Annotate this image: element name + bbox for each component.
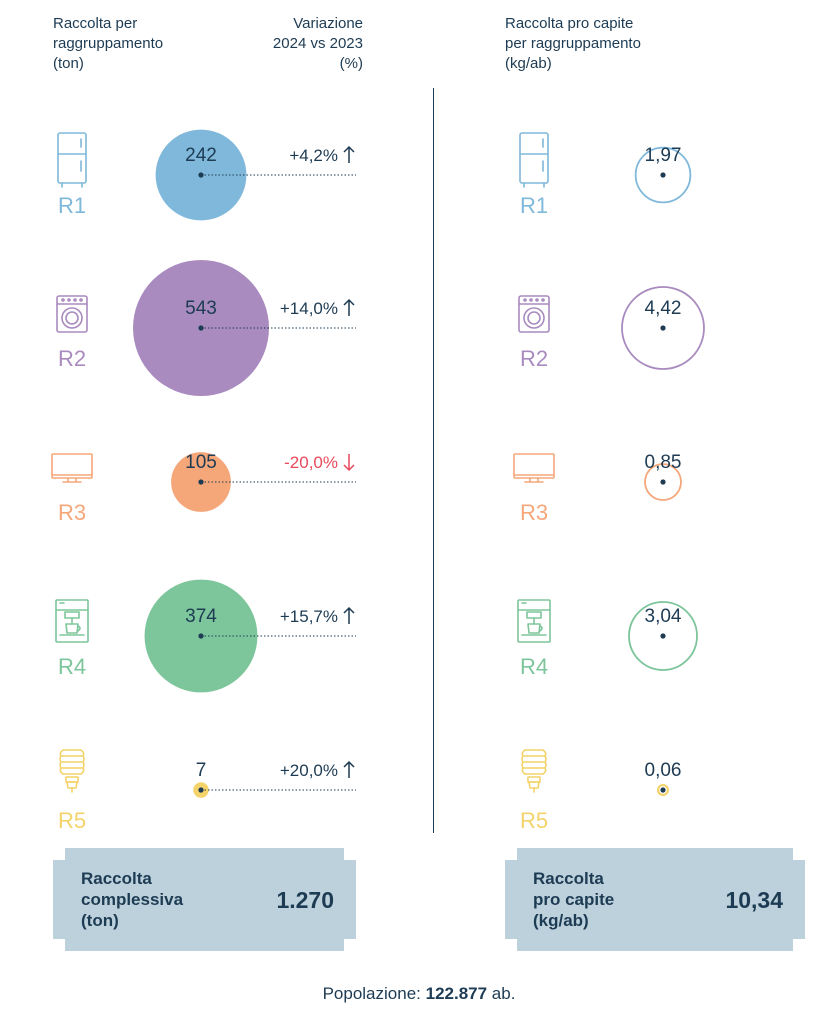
arrow-up-icon [343,606,355,624]
data-label-tons: 7 [196,760,207,781]
category-label-left: R1 [58,193,86,218]
arrow-up-icon [343,145,355,163]
population-value: 122.877 [425,984,488,1003]
center-dot [660,325,666,331]
category-label-right: R1 [520,193,548,218]
population-prefix: Popolazione: [322,984,426,1003]
per-capita-value: 10,34 [725,887,783,913]
right-header: Raccolta pro capite per raggruppamento (… [505,15,641,72]
fridge-icon [57,132,87,188]
center-dot [198,787,204,793]
variation-label: +20,0% [280,761,338,780]
arrow-down-icon [343,454,355,472]
coffee-machine-icon [55,599,89,643]
total-collection-label: Raccolta complessiva (ton) [81,869,184,930]
coffee-machine-icon [517,599,551,643]
category-label-right: R4 [520,654,548,679]
data-label-tons: 242 [185,145,217,166]
category-label-left: R4 [58,654,86,679]
per-capita-panel: Raccolta pro capite (kg/ab) 10,34 [505,848,805,951]
center-dot [660,479,666,485]
category-label-left: R5 [58,808,86,833]
center-dot [660,633,666,639]
bubble-per-capita [644,463,682,501]
population-suffix: ab. [487,984,516,1003]
center-dot [198,479,204,485]
arrow-up-icon [343,298,355,316]
total-collection-value: 1.270 [276,887,334,913]
category-label-right: R3 [520,500,548,525]
data-label-per-capita: 3,04 [645,606,682,627]
washing-machine-icon [56,295,88,333]
bubble-per-capita [621,286,705,370]
center-dot [198,172,204,178]
data-label-per-capita: 4,42 [645,298,682,319]
column-divider [433,88,435,833]
data-label-tons: 543 [185,298,217,319]
monitor-icon [513,453,555,483]
total-collection-panel: Raccolta complessiva (ton) 1.270 [53,848,356,951]
arrow-up-icon [343,760,355,778]
monitor-icon [51,453,93,483]
data-label-per-capita: 0,85 [645,452,682,473]
bubble-per-capita [628,601,698,671]
washing-machine-icon [518,295,550,333]
variation-label: +14,0% [280,299,338,318]
category-label-left: R3 [58,500,86,525]
population-footer: Popolazione: 122.877 ab. [0,984,838,1004]
bubble-halo [194,783,208,797]
center-dot [198,633,204,639]
center-dot [660,172,666,178]
bubble-chart: R1 242 +4,2% R1 1,97 R2 543 +14,0% R2 4,42 R3 105 -2… [51,129,705,833]
data-label-per-capita: 0,06 [645,760,682,781]
category-label-left: R2 [58,346,86,371]
center-dot [198,325,204,331]
light-bulb-icon [59,749,85,793]
category-label-right: R2 [520,346,548,371]
data-label-tons: 105 [185,452,217,473]
variation-header: Variazione 2024 vs 2023 (%) [272,15,363,72]
variation-label: +15,7% [280,607,338,626]
category-label-right: R5 [520,808,548,833]
fridge-icon [519,132,549,188]
variation-label: +4,2% [289,146,338,165]
left-header: Raccolta per raggruppamento (ton) [53,15,164,72]
per-capita-label: Raccolta pro capite (kg/ab) [533,869,615,930]
data-label-per-capita: 1,97 [645,145,682,166]
center-dot [660,787,666,793]
variation-label: -20,0% [284,453,338,472]
bubble-halo [657,784,669,796]
light-bulb-icon [521,749,547,793]
data-label-tons: 374 [185,606,217,627]
bubble-per-capita [634,146,692,204]
